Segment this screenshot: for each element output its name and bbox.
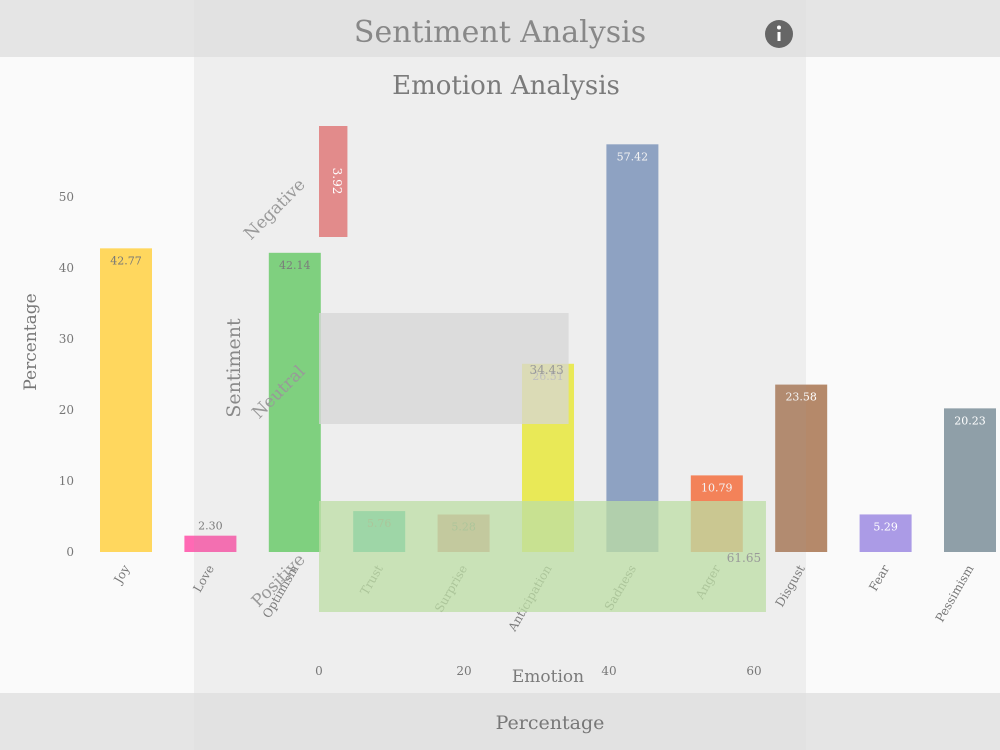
info-button[interactable] [765, 20, 793, 48]
emotion-x-tick: Fear [866, 562, 892, 593]
emotion-bar [775, 384, 828, 552]
emotion-bar [859, 514, 912, 552]
sentiment-bar-label: 61.65 [727, 551, 761, 565]
sentiment-bar [319, 126, 348, 237]
emotion-bar [268, 252, 321, 552]
emotion-y-tick: 50 [59, 190, 74, 204]
emotion-bar-label: 20.23 [954, 414, 986, 427]
emotion-bar-label: 10.79 [701, 481, 733, 494]
sentiment-bar [319, 501, 766, 612]
emotion-bar-label: 42.77 [110, 254, 142, 267]
sentiment-bar-label: 34.43 [529, 363, 563, 377]
emotion-bar-label: 57.42 [617, 150, 649, 163]
emotion-x-tick: Pessimism [933, 562, 977, 625]
emotion-bar-label: 5.29 [873, 520, 898, 533]
emotion-y-axis-label: Percentage [21, 293, 41, 390]
emotion-bar [184, 535, 237, 552]
emotion-bar [944, 408, 996, 552]
sentiment-x-axis-label: Percentage [496, 712, 605, 734]
emotion-y-tick: 20 [59, 403, 74, 417]
sentiment-chart-title: Sentiment Analysis [354, 15, 646, 50]
sentiment-y-axis-label: Sentiment [223, 318, 245, 418]
emotion-y-tick: 40 [59, 261, 74, 275]
emotion-bar [606, 144, 659, 552]
sentiment-bar-label: 3.92 [330, 168, 344, 195]
emotion-chart-title: Emotion Analysis [392, 71, 620, 101]
emotion-y-tick: 10 [59, 474, 74, 488]
sentiment-footer-band [0, 693, 1000, 750]
emotion-bar-label: 23.58 [785, 391, 817, 404]
emotion-x-axis-label: Emotion [512, 667, 584, 687]
emotion-y-tick: 0 [66, 545, 74, 559]
emotion-x-tick: Joy [110, 562, 133, 587]
sentiment-x-tick: 40 [601, 664, 616, 678]
sentiment-header-band [0, 0, 1000, 57]
sentiment-x-tick: 20 [456, 664, 471, 678]
sentiment-x-tick: 60 [746, 664, 761, 678]
emotion-bar-label: 42.14 [279, 259, 311, 272]
sentiment-x-tick: 0 [315, 664, 323, 678]
sentiment-bar [319, 313, 569, 424]
emotion-bar-label: 2.30 [198, 520, 223, 533]
emotion-y-tick: 30 [59, 332, 74, 346]
emotion-bar [100, 248, 152, 552]
